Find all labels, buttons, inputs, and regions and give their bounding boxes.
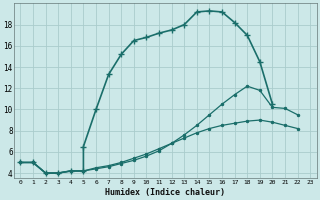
X-axis label: Humidex (Indice chaleur): Humidex (Indice chaleur) [105,188,225,197]
